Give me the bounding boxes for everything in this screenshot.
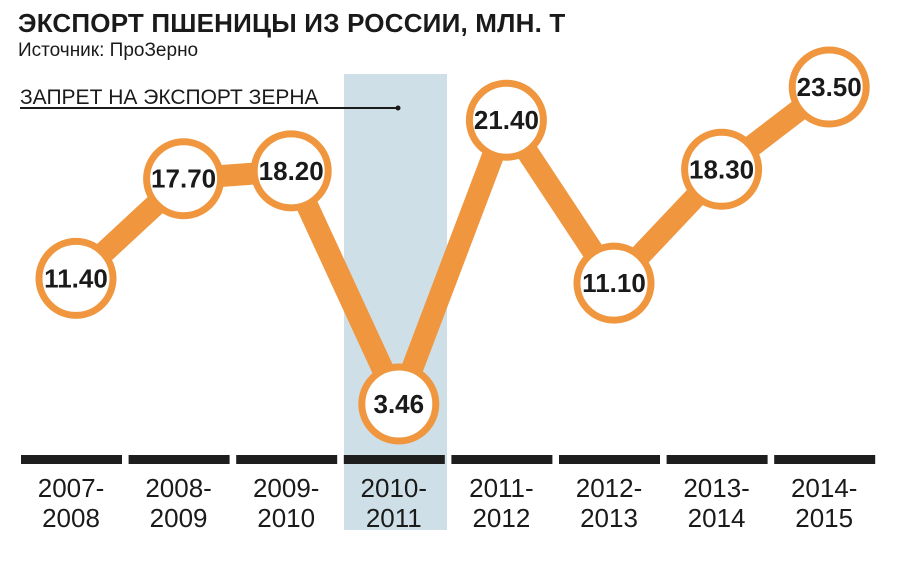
axis-segment — [451, 455, 553, 464]
x-tick-label: 2013- — [683, 473, 750, 503]
data-point — [250, 130, 332, 212]
data-label: 11.10 — [582, 268, 646, 298]
axis-segment — [559, 455, 660, 464]
data-label: 18.20 — [259, 156, 324, 186]
axis-segment — [666, 455, 768, 464]
data-point — [465, 79, 547, 161]
x-tick-label: 2010- — [361, 473, 428, 503]
data-point — [573, 242, 655, 324]
data-label: 18.30 — [689, 154, 754, 184]
x-tick-label: 2012 — [472, 503, 530, 533]
x-tick-label: 2008- — [145, 473, 212, 503]
chart-subtitle: Источник: ПроЗерно — [18, 40, 199, 61]
data-label: 17.70 — [151, 164, 216, 194]
series-line-segment — [281, 166, 409, 409]
x-tick-label: 2013 — [580, 503, 638, 533]
axis-segment — [236, 455, 338, 464]
x-tick-label: 2009 — [150, 503, 208, 533]
x-tick-label: 2010 — [257, 503, 315, 533]
data-label: 11.40 — [44, 263, 108, 293]
data-point — [681, 128, 763, 210]
chart-title: ЭКСПОРТ ПШЕНИЦЫ ИЗ РОССИИ, МЛН. Т — [18, 8, 566, 38]
data-label: 21.40 — [474, 105, 539, 135]
annotation-label: ЗАПРЕТ НА ЭКСПОРТ ЗЕРНА — [20, 86, 319, 109]
axis-segment — [774, 455, 876, 464]
x-tick-label: 2014- — [791, 473, 858, 503]
x-tick-label: 2011- — [469, 473, 534, 503]
x-tick-label: 2011 — [366, 503, 422, 533]
x-tick-label: 2008 — [42, 503, 100, 533]
x-tick-label: 2014 — [688, 503, 746, 533]
data-point — [35, 237, 117, 319]
data-point — [143, 138, 225, 220]
axis-segment — [21, 455, 122, 464]
series-line-segment — [388, 116, 517, 408]
axis-segment — [343, 455, 445, 464]
data-point — [788, 46, 870, 128]
annotation-leader-dot — [395, 105, 401, 111]
x-tick-label: 2015 — [795, 503, 853, 533]
axis-segment — [128, 455, 230, 464]
x-tick-label: 2009- — [253, 473, 320, 503]
data-point — [358, 363, 440, 445]
x-tick-label: 2012- — [576, 473, 643, 503]
x-tick-label: 2007- — [38, 473, 105, 503]
data-label: 3.46 — [373, 389, 424, 419]
data-label: 23.50 — [797, 72, 862, 102]
